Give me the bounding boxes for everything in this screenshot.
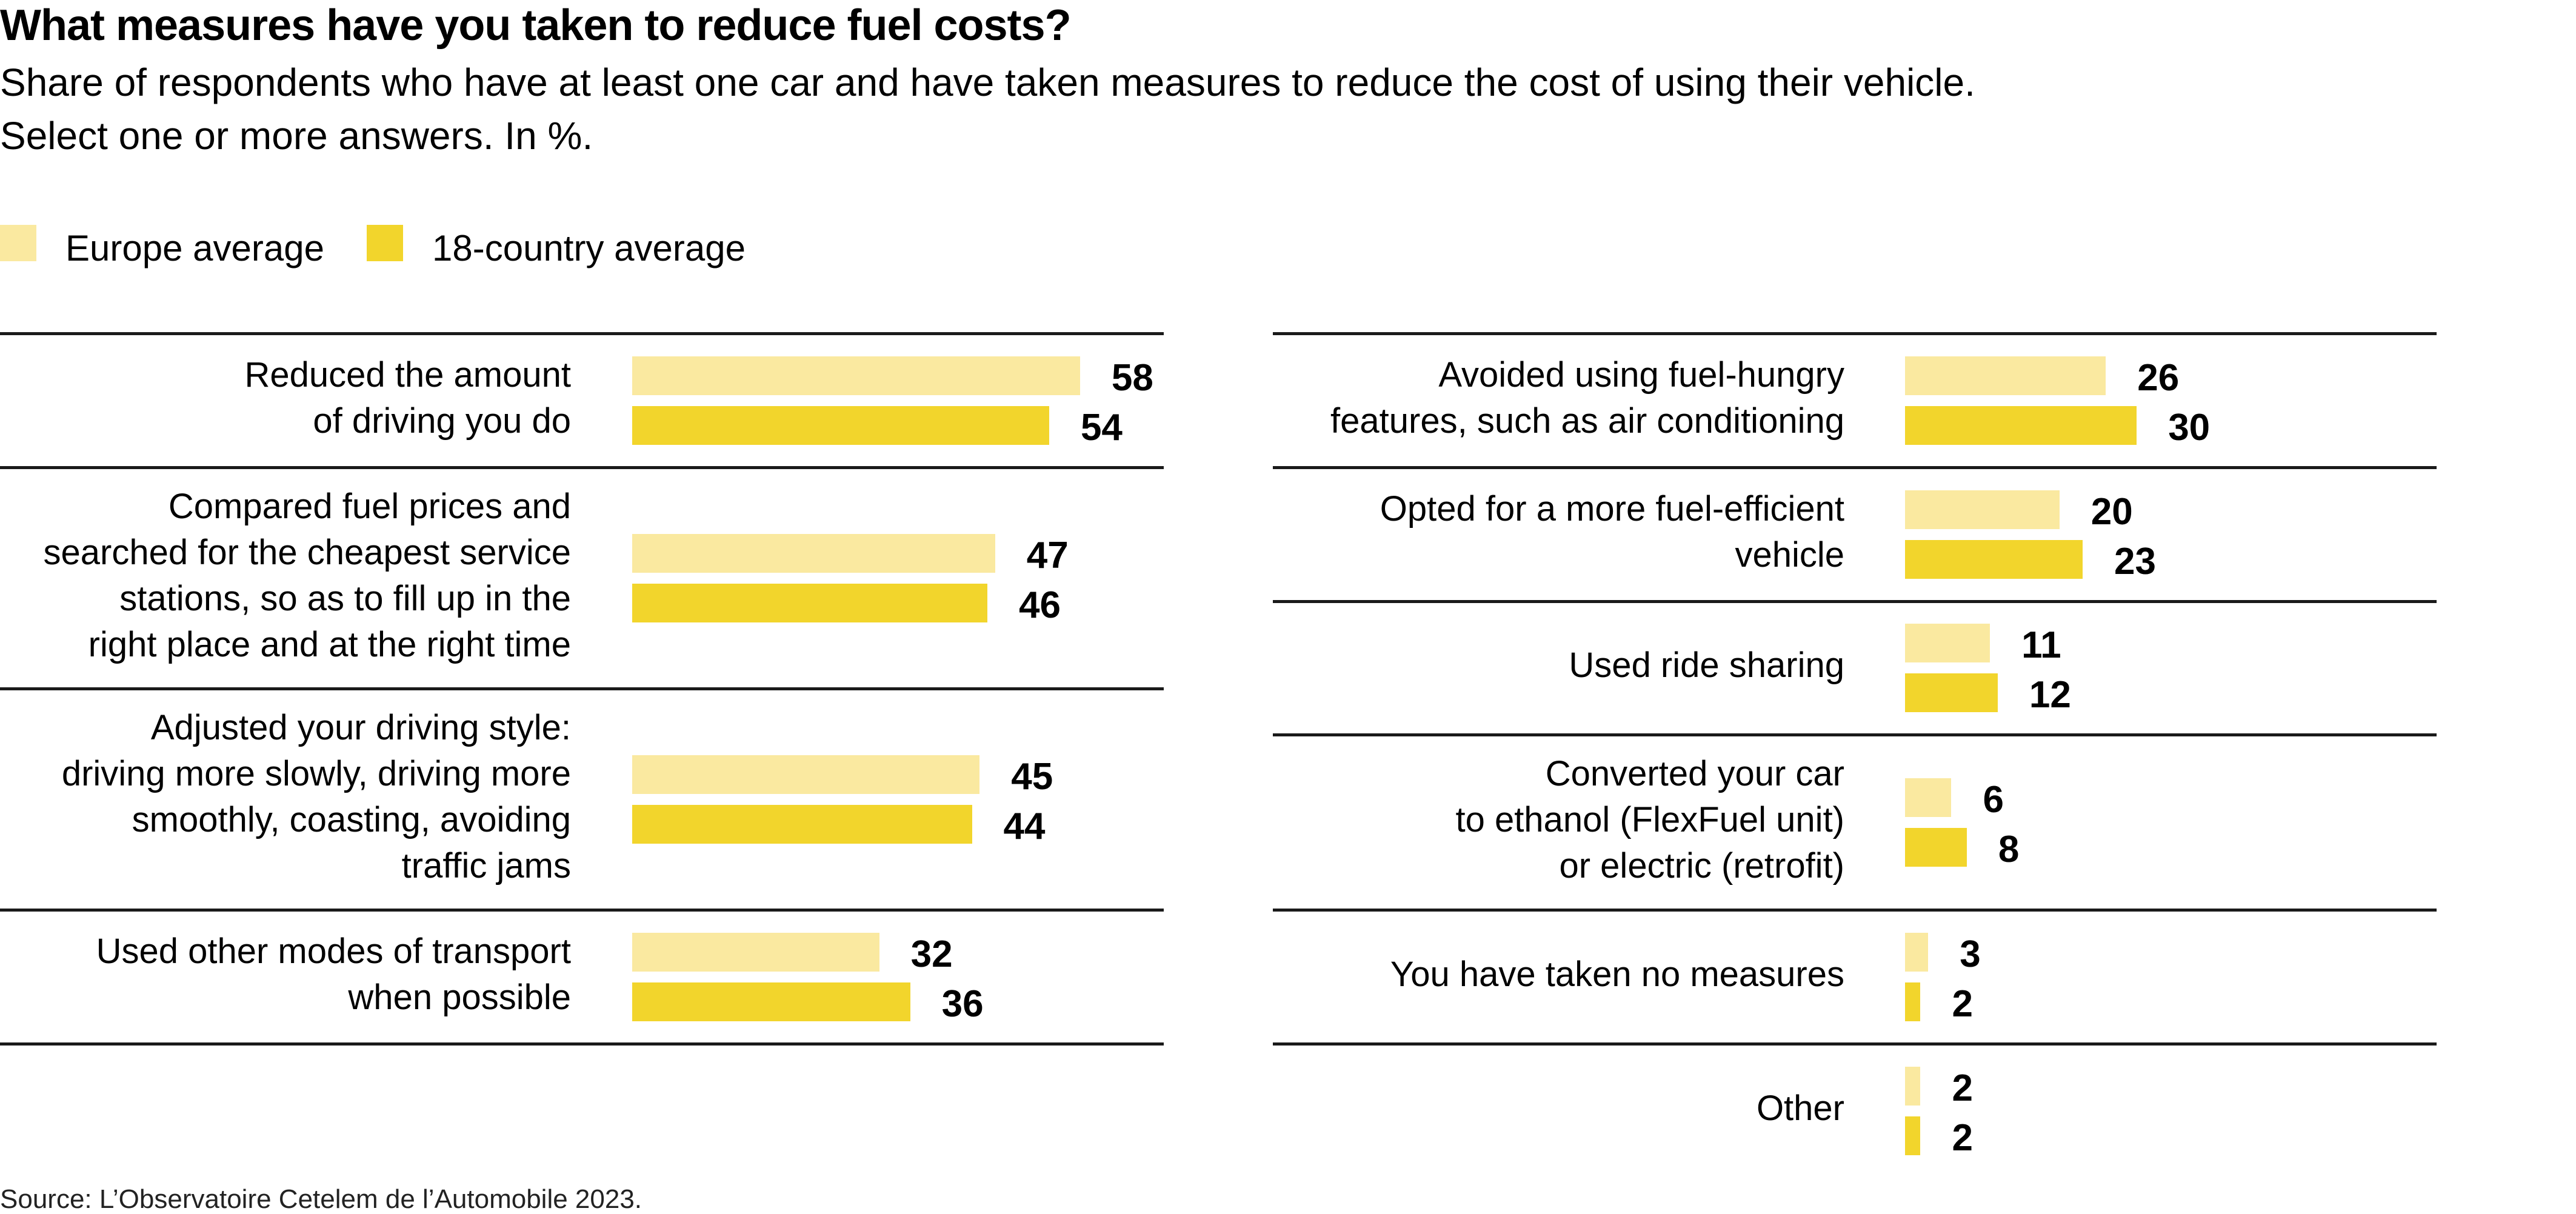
bar-18-country-left-2 xyxy=(632,583,988,622)
legend-swatch-18-country xyxy=(366,225,403,261)
value-label-18-country-left-3: 44 xyxy=(1003,805,1046,847)
row-label-right-5: You have taken no measures xyxy=(1390,954,1844,994)
legend-label-europe: Europe average xyxy=(65,228,324,268)
row-label-left-4: Used other modes of transport when possi… xyxy=(96,931,571,1017)
value-label-europe-right-1: 26 xyxy=(2137,356,2180,399)
row-label-right-3: Used ride sharing xyxy=(1569,645,1844,685)
legend-item-europe: Europe average xyxy=(0,225,324,270)
row-label-right-4: Converted your car to ethanol (FlexFuel … xyxy=(1455,753,1844,885)
bar-18-country-right-2 xyxy=(1905,539,2083,579)
divider-left-5 xyxy=(0,1042,1164,1046)
row-label-right-6: Other xyxy=(1756,1088,1844,1128)
source-note: Source: L’Observatoire Cetelem de l’Auto… xyxy=(0,1184,642,1214)
value-label-18-country-right-2: 23 xyxy=(2114,540,2156,582)
value-label-18-country-left-2: 46 xyxy=(1019,584,1061,626)
bar-europe-right-4 xyxy=(1905,778,1952,817)
bar-18-country-right-5 xyxy=(1905,982,1921,1021)
value-label-europe-right-2: 20 xyxy=(2090,490,2133,533)
value-label-18-country-left-4: 36 xyxy=(941,982,984,1025)
divider-right-2 xyxy=(1273,466,2437,469)
bar-18-country-left-4 xyxy=(632,982,910,1021)
value-label-18-country-right-6: 2 xyxy=(1952,1116,1973,1159)
bar-europe-left-3 xyxy=(632,755,980,794)
value-label-europe-right-3: 11 xyxy=(2021,624,2061,666)
value-label-europe-right-6: 2 xyxy=(1952,1067,1973,1109)
bar-18-country-left-1 xyxy=(632,405,1049,445)
value-label-18-country-right-4: 8 xyxy=(1998,828,2020,870)
legend-item-18-country: 18-country average xyxy=(366,225,746,270)
divider-left-3 xyxy=(0,687,1164,690)
value-label-18-country-right-3: 12 xyxy=(2029,674,2071,716)
value-label-europe-right-5: 3 xyxy=(1960,933,1981,975)
bar-europe-left-4 xyxy=(632,932,879,972)
divider-right-6 xyxy=(1273,1042,2437,1046)
divider-left-4 xyxy=(0,909,1164,912)
bar-18-country-left-3 xyxy=(632,804,972,844)
bar-europe-left-2 xyxy=(632,533,995,573)
value-label-europe-left-3: 45 xyxy=(1011,755,1053,798)
value-label-europe-left-2: 47 xyxy=(1026,534,1069,576)
bar-18-country-right-1 xyxy=(1905,405,2137,445)
value-label-18-country-left-1: 54 xyxy=(1080,406,1123,449)
value-label-europe-right-4: 6 xyxy=(1983,778,2004,821)
bar-europe-right-2 xyxy=(1905,490,2060,529)
divider-right-1 xyxy=(1273,332,2437,335)
legend: Europe average 18-country average xyxy=(0,224,788,273)
value-label-europe-left-4: 32 xyxy=(910,933,953,975)
bar-europe-right-3 xyxy=(1905,624,1990,662)
bar-europe-right-1 xyxy=(1905,356,2106,395)
divider-right-4 xyxy=(1273,733,2437,736)
subtitle-line-1: Share of respondents who have at least o… xyxy=(0,61,1975,104)
value-label-europe-left-1: 58 xyxy=(1111,356,1153,399)
row-label-right-1: Avoided using fuel-hungry features, such… xyxy=(1330,355,1844,441)
legend-label-18-country: 18-country average xyxy=(432,228,746,268)
bar-18-country-right-6 xyxy=(1905,1116,1921,1155)
chart-title: What measures have you taken to reduce f… xyxy=(0,1,1072,50)
row-label-right-2: Opted for a more fuel-efficient vehicle xyxy=(1380,489,1844,575)
row-label-left-1: Reduced the amount of driving you do xyxy=(244,355,571,441)
bar-europe-right-5 xyxy=(1905,932,1929,972)
row-label-left-2: Compared fuel prices and searched for th… xyxy=(43,486,571,664)
bar-europe-right-6 xyxy=(1905,1066,1921,1106)
legend-swatch-europe xyxy=(0,225,36,261)
divider-left-1 xyxy=(0,332,1164,335)
subtitle-line-2: Select one or more answers. In %. xyxy=(0,114,593,158)
bar-18-country-right-3 xyxy=(1905,673,1998,712)
value-label-18-country-right-5: 2 xyxy=(1952,982,1973,1025)
bar-europe-left-1 xyxy=(632,356,1080,395)
divider-left-2 xyxy=(0,466,1164,469)
value-label-18-country-right-1: 30 xyxy=(2168,406,2211,449)
divider-right-5 xyxy=(1273,909,2437,912)
row-label-left-3: Adjusted your driving style: driving mor… xyxy=(61,707,571,885)
bar-18-country-right-4 xyxy=(1905,827,1967,867)
divider-right-3 xyxy=(1273,600,2437,603)
chart-subtitle: Share of respondents who have at least o… xyxy=(0,56,2424,162)
